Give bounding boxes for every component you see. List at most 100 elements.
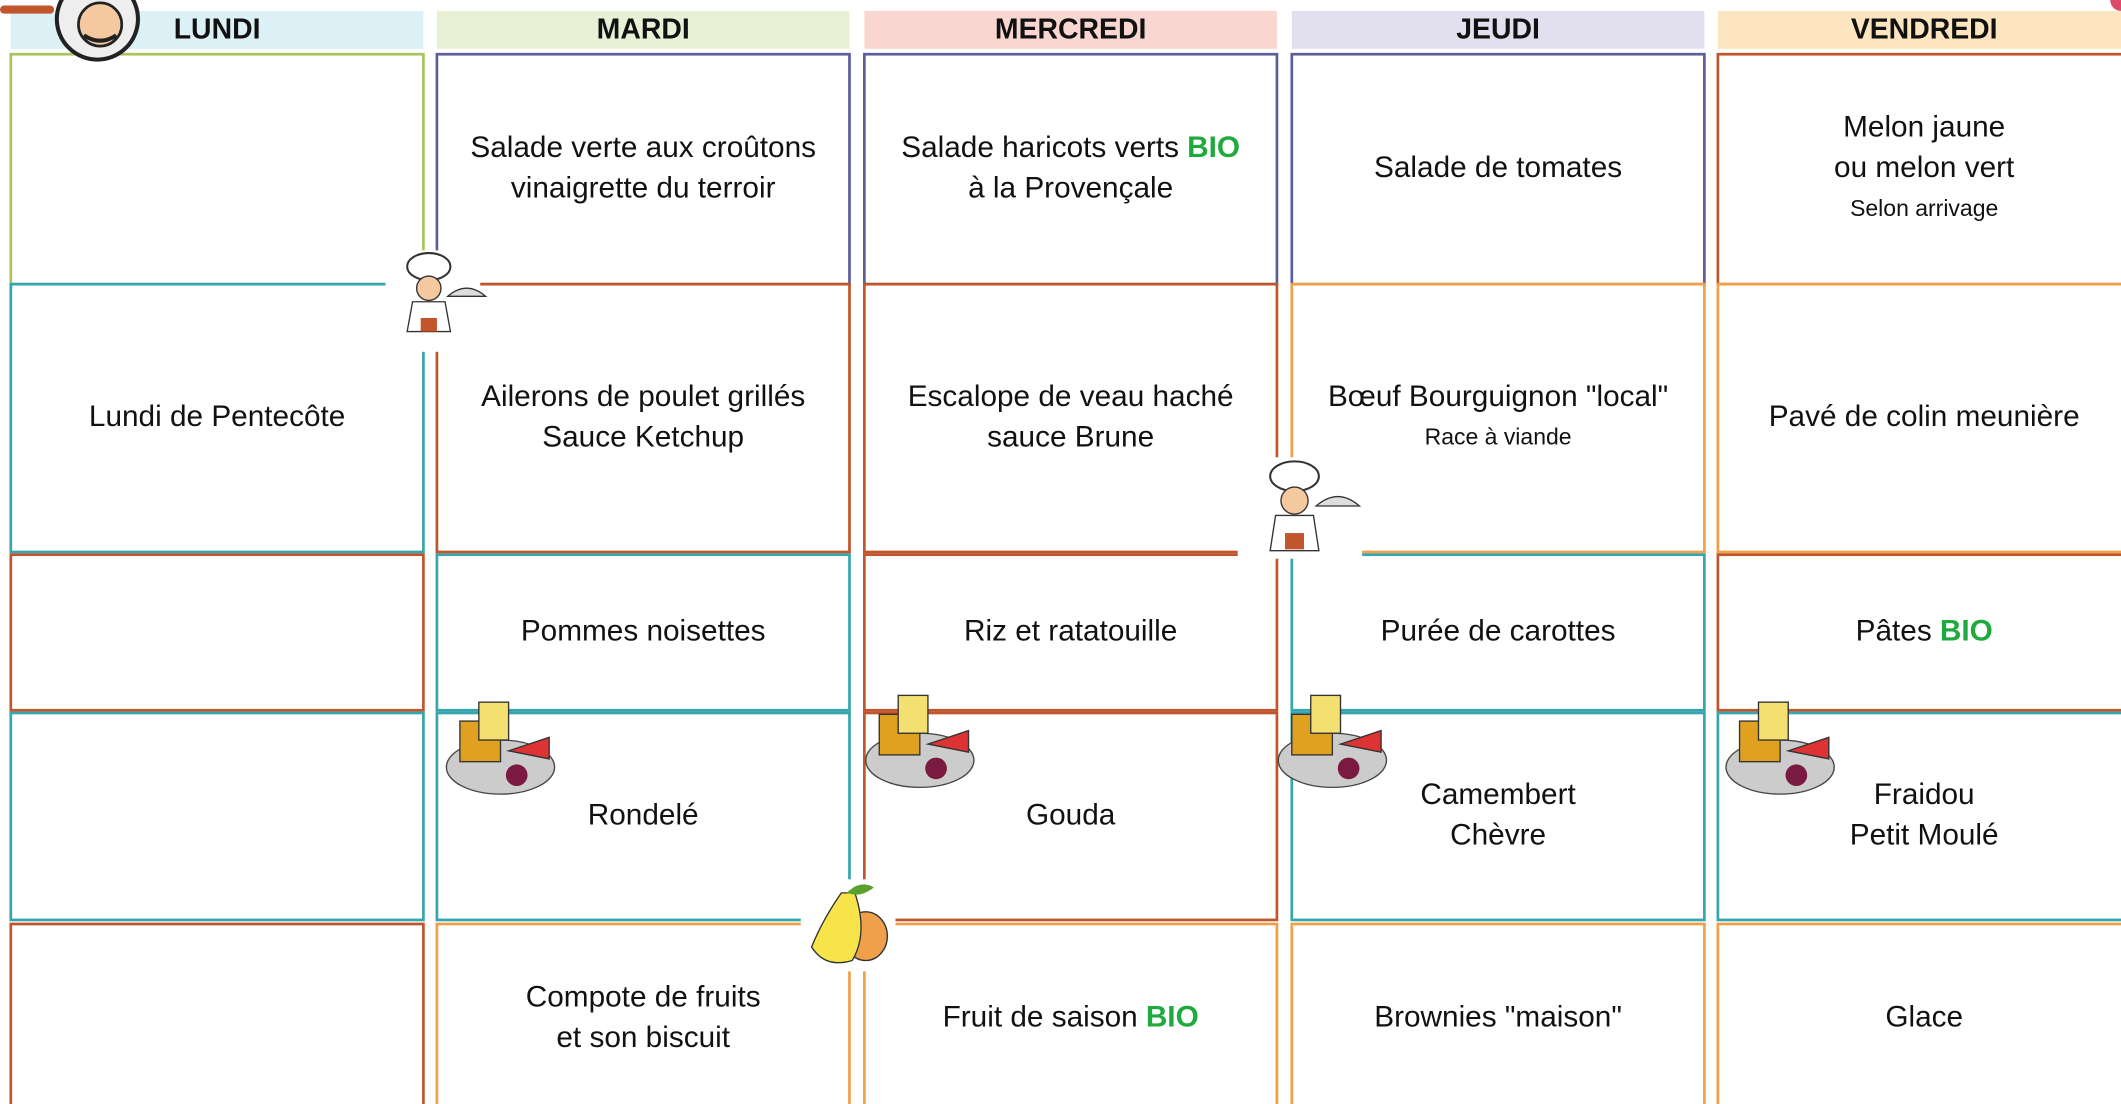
menu-item: Brownies "maison"	[1374, 1001, 1622, 1034]
day-header: MERCREDI	[995, 14, 1146, 46]
day-header: LUNDI	[174, 14, 261, 46]
item-text: Camembert	[1420, 778, 1576, 811]
menu-item: Camembert	[1420, 778, 1576, 811]
bio-label: BIO	[1146, 1001, 1199, 1034]
menu-cell	[863, 553, 1279, 712]
menu-cell	[1290, 282, 1706, 554]
menu-item: Gouda	[1026, 798, 1116, 831]
item-text: Melon jaune	[1843, 110, 2005, 143]
item-text: Gouda	[1026, 798, 1116, 831]
menu-item: Salade haricots verts BIO	[901, 131, 1240, 164]
menu-grid: LUNDI Lundi de Pentecôte MARDI Salade verte…	[9, 10, 2121, 1104]
item-text: Pommes noisettes	[521, 614, 766, 647]
menu-item: Rondelé	[588, 798, 699, 831]
day-header-bg	[1717, 10, 2121, 49]
cheese-plate	[865, 694, 975, 789]
cheese-plate	[445, 701, 556, 795]
menu-cell	[435, 711, 851, 922]
menu-item: sauce Brune	[987, 420, 1154, 453]
menu-item: Pavé de colin meunière	[1769, 400, 2080, 433]
day-header: MARDI	[597, 14, 690, 46]
menu-item: ou melon vert	[1834, 151, 2015, 184]
menu-item: Compote de fruits	[526, 980, 761, 1013]
day-header-bg	[436, 10, 850, 49]
menu-item: Glace	[1885, 1001, 1963, 1034]
item-text: vinaigrette du terroir	[511, 171, 776, 204]
item-text: Brownies "maison"	[1374, 1001, 1622, 1034]
menu-note: Race à viande	[1425, 423, 1572, 449]
menu-item: et son biscuit	[556, 1021, 730, 1054]
menu-cell	[435, 922, 851, 1104]
menu-cell	[435, 553, 851, 712]
menu-item: Ailerons de poulet grillés	[481, 380, 805, 413]
menu-item: Chèvre	[1450, 819, 1546, 852]
cheese-plate	[1725, 701, 1835, 795]
menu-cell	[1290, 711, 1706, 922]
item-text: Rondelé	[588, 798, 699, 831]
menu-item: Bœuf Bourguignon "local"	[1328, 380, 1668, 413]
menu-cell	[863, 922, 1279, 1104]
menu-item: Pâtes BIO	[1856, 614, 1993, 647]
item-text: Glace	[1885, 1001, 1963, 1034]
menu-item: Riz et ratatouille	[964, 614, 1177, 647]
chef-logo	[0, 0, 140, 62]
item-text: Salade verte aux croûtons	[470, 131, 816, 164]
item-text: Race à viande	[1425, 423, 1572, 449]
menu-cell	[9, 553, 425, 712]
bio-label: BIO	[1187, 131, 1240, 164]
item-text: Lundi de Pentecôte	[89, 400, 345, 433]
menu-item: Fraidou	[1874, 778, 1975, 811]
item-text: Bœuf Bourguignon "local"	[1328, 380, 1668, 413]
menu-cell	[863, 52, 1279, 286]
item-text: Sauce Ketchup	[542, 420, 744, 453]
menu-item: Salade de tomates	[1374, 151, 1622, 184]
menu-cell	[1716, 711, 2121, 922]
item-text: Salade haricots verts	[901, 131, 1179, 164]
menu-cell	[1290, 553, 1706, 712]
day-header: VENDREDI	[1851, 14, 1998, 46]
menu-item: vinaigrette du terroir	[511, 171, 776, 204]
menu-cell	[9, 922, 425, 1104]
menu-item: Escalope de veau haché	[908, 380, 1234, 413]
menu-item: Salade verte aux croûtons	[470, 131, 816, 164]
menu-cell	[9, 282, 425, 554]
item-text: Petit Moulé	[1850, 819, 1999, 852]
item-text: à la Provençale	[968, 171, 1173, 204]
chef-icon	[385, 250, 488, 352]
day-header: JEUDI	[1456, 14, 1540, 46]
item-text: Fruit de saison	[943, 1001, 1138, 1034]
menu-cell	[863, 711, 1279, 922]
chef-icon	[1237, 457, 1363, 559]
menu-item: Purée de carottes	[1381, 614, 1616, 647]
day-header-bg	[864, 10, 1277, 49]
menu-cell	[9, 52, 425, 286]
menu-item: Fruit de saison BIO	[943, 1001, 1199, 1034]
corner-dot	[2110, 0, 2121, 11]
item-text: sauce Brune	[987, 420, 1154, 453]
menu-cell	[435, 282, 851, 554]
menu-cell	[9, 711, 425, 922]
item-text: Escalope de veau haché	[908, 380, 1234, 413]
day-header-bg	[1291, 10, 1705, 49]
menu-item: Sauce Ketchup	[542, 420, 744, 453]
item-text: Fraidou	[1874, 778, 1975, 811]
bio-label: BIO	[1940, 614, 1993, 647]
menu-item: Petit Moulé	[1850, 819, 1999, 852]
item-text: Chèvre	[1450, 819, 1546, 852]
menu-item: Pommes noisettes	[521, 614, 766, 647]
menu-item: Melon jaune	[1843, 110, 2005, 143]
item-text: Selon arrivage	[1850, 195, 1998, 221]
menu-cell	[1716, 282, 2121, 554]
menu-cell	[863, 282, 1279, 554]
item-text: Riz et ratatouille	[964, 614, 1177, 647]
item-text: et son biscuit	[556, 1021, 730, 1054]
decorations	[0, 0, 2121, 964]
item-text: Pâtes	[1856, 614, 1932, 647]
menu-cell	[1716, 922, 2121, 1104]
item-text: Compote de fruits	[526, 980, 761, 1013]
item-text: Ailerons de poulet grillés	[481, 380, 805, 413]
item-text: ou melon vert	[1834, 151, 2015, 184]
menu-note: Selon arrivage	[1850, 195, 1998, 221]
menu-cell	[1290, 922, 1706, 1104]
